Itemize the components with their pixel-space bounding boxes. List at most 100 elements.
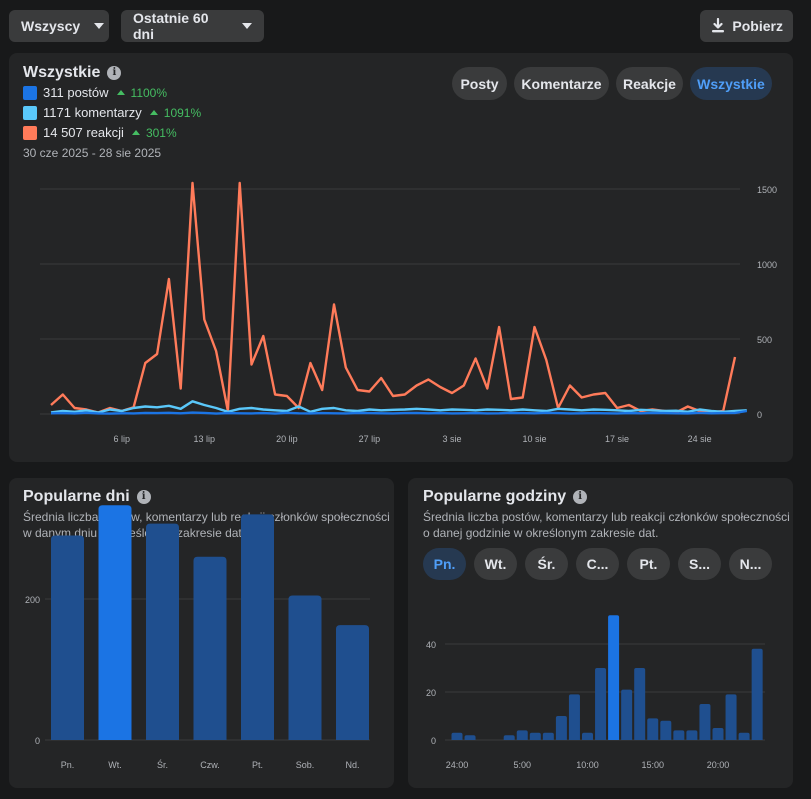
day-bar xyxy=(98,505,132,740)
x-tick-label: 27 lip xyxy=(359,434,381,444)
series-line-posts xyxy=(50,409,747,415)
activity-line-chart: 0 500 1000 1500 6 lip 13 lip 20 lip 27 lip 3 sie… xyxy=(40,181,777,444)
arrow-up-icon xyxy=(131,130,140,135)
hour-bar xyxy=(634,668,646,740)
x-tick-label: 6 lip xyxy=(114,434,131,444)
y-tick-label: 0 xyxy=(431,736,436,746)
day-bar xyxy=(146,523,179,740)
arrow-up-icon xyxy=(116,90,125,95)
y-tick-label: 40 xyxy=(426,640,436,650)
x-tick-label: Śr. xyxy=(157,759,168,770)
info-icon[interactable]: i xyxy=(573,490,588,504)
reactions-change-value: 301% xyxy=(145,125,177,140)
activity-card-title: Wszystkie i xyxy=(23,64,122,82)
series-line-comments xyxy=(50,400,747,414)
x-tick-label: 17 sie xyxy=(605,434,629,444)
info-icon[interactable]: i xyxy=(107,66,122,80)
filter-reactions[interactable]: Reakcje xyxy=(616,67,683,100)
day-tab-sat[interactable]: S... xyxy=(678,548,721,580)
x-tick-label: 24:00 xyxy=(446,760,469,770)
info-icon[interactable]: i xyxy=(136,490,151,504)
hour-bar xyxy=(699,704,711,740)
popular-days-title-text: Popularne dni xyxy=(23,488,130,505)
hour-bar xyxy=(568,694,580,740)
audience-dropdown[interactable]: Wszyscy xyxy=(9,10,109,42)
date-range-dropdown-label: Ostatnie 60 dni xyxy=(133,10,209,42)
download-button-label: Pobierz xyxy=(732,18,783,34)
x-tick-label: Pn. xyxy=(61,760,75,770)
hour-bar xyxy=(725,694,737,740)
audience-dropdown-label: Wszyscy xyxy=(21,18,81,34)
hour-bar xyxy=(686,730,698,740)
day-bar xyxy=(241,514,274,740)
popular-days-title: Popularne dni i xyxy=(23,488,151,506)
day-tab-tue[interactable]: Wt. xyxy=(474,548,517,580)
y-tick-label: 500 xyxy=(757,335,772,345)
x-tick-label: 3 sie xyxy=(442,434,461,444)
day-tab-thu[interactable]: C... xyxy=(576,548,619,580)
hour-bar xyxy=(529,732,541,740)
date-range-dropdown[interactable]: Ostatnie 60 dni xyxy=(121,10,264,42)
hour-bar xyxy=(738,732,750,740)
chevron-down-icon xyxy=(242,23,252,29)
day-bar xyxy=(336,625,369,740)
x-tick-label: Wt. xyxy=(108,760,122,770)
hour-bar xyxy=(516,730,528,740)
hour-bar xyxy=(464,735,476,740)
hour-bar xyxy=(542,732,554,740)
reactions-count: 14 507 reakcji xyxy=(43,125,124,140)
hour-bar xyxy=(751,648,763,740)
top-toolbar: Wszyscy Ostatnie 60 dni Pobierz xyxy=(0,0,811,52)
hour-bar xyxy=(608,615,620,740)
reactions-change: 301% xyxy=(131,125,177,140)
reactions-swatch xyxy=(23,125,37,140)
legend-posts: 311 postów 1100% xyxy=(23,85,167,100)
posts-change-value: 1100% xyxy=(130,85,168,100)
hour-bar xyxy=(712,728,724,740)
filter-comments[interactable]: Komentarze xyxy=(514,67,609,100)
hour-bar xyxy=(503,735,515,740)
popular-hours-title-text: Popularne godziny xyxy=(423,488,567,505)
posts-swatch xyxy=(23,85,37,100)
x-tick-label: 10:00 xyxy=(576,760,599,770)
comments-count: 1171 komentarzy xyxy=(43,105,142,120)
hour-bar xyxy=(647,718,659,740)
day-bar xyxy=(288,595,322,740)
comments-change: 1091% xyxy=(149,106,201,120)
hour-bar xyxy=(451,732,463,740)
day-bar xyxy=(193,556,227,740)
hour-bar xyxy=(621,689,633,740)
day-tab-fri[interactable]: Pt. xyxy=(627,548,670,580)
comments-swatch xyxy=(23,105,37,120)
hour-bar xyxy=(673,730,685,740)
day-tab-sun[interactable]: N... xyxy=(729,548,772,580)
x-tick-label: 10 sie xyxy=(523,434,547,444)
x-tick-label: Czw. xyxy=(200,760,220,770)
download-button[interactable]: Pobierz xyxy=(700,10,793,42)
hour-bar xyxy=(660,720,672,740)
x-tick-label: Sob. xyxy=(296,760,315,770)
chevron-down-icon xyxy=(94,23,105,29)
y-tick-label: 0 xyxy=(757,410,762,420)
x-tick-label: 24 sie xyxy=(688,434,712,444)
popular-hours-chart: 0 20 40 24:00 5:00 10:00 15:00 20:00 xyxy=(426,615,765,770)
download-icon xyxy=(712,18,725,33)
activity-title-text: Wszystkie xyxy=(23,64,101,81)
filter-posts[interactable]: Posty xyxy=(452,67,507,100)
x-tick-label: 15:00 xyxy=(641,760,664,770)
popular-days-chart: 0 200 Pn. Wt. Śr. Czw. Pt. Sob. Nd. xyxy=(25,505,370,770)
y-tick-label: 200 xyxy=(25,595,40,605)
filter-all[interactable]: Wszystkie xyxy=(690,67,772,100)
legend-reactions: 14 507 reakcji 301% xyxy=(23,125,177,140)
hour-bar xyxy=(582,732,593,740)
day-tab-mon[interactable]: Pn. xyxy=(423,548,466,580)
y-tick-label: 1000 xyxy=(757,260,777,270)
popular-hours-desc-line1: Średnia liczba postów, komentarzy lub re… xyxy=(423,510,790,524)
popular-hours-description: Średnia liczba postów, komentarzy lub re… xyxy=(423,509,790,541)
x-tick-label: 5:00 xyxy=(513,760,531,770)
x-tick-label: Pt. xyxy=(252,760,263,770)
posts-change: 1100% xyxy=(116,85,168,100)
hour-bar xyxy=(595,668,607,740)
popular-hours-title: Popularne godziny i xyxy=(423,488,588,506)
day-tab-wed[interactable]: Śr. xyxy=(525,548,568,580)
